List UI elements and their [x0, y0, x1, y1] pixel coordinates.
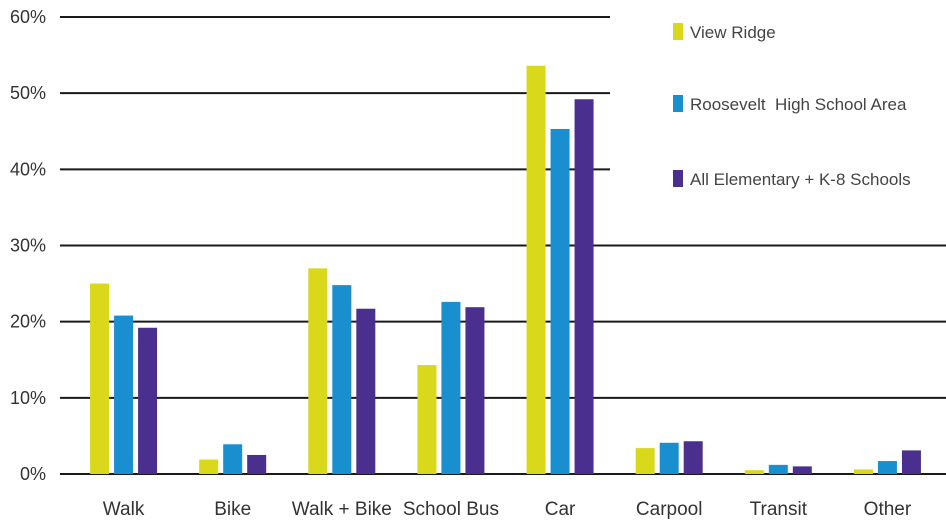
bar — [223, 444, 243, 474]
bar — [465, 307, 485, 474]
x-category-label: Walk — [103, 499, 145, 520]
legend-swatch — [673, 23, 683, 40]
bars — [90, 65, 921, 474]
bar — [659, 442, 679, 474]
x-category-label: Walk + Bike — [292, 499, 392, 520]
bar — [526, 65, 546, 474]
bar — [247, 454, 267, 474]
bar — [550, 128, 570, 474]
x-category-label: Carpool — [636, 499, 703, 520]
y-tick-label: 0% — [20, 464, 46, 484]
bar — [877, 461, 897, 474]
x-category-label: Bike — [214, 499, 251, 520]
bar — [114, 315, 134, 474]
bar — [744, 470, 764, 474]
bar — [574, 99, 594, 474]
bar — [356, 308, 376, 474]
legend-swatch — [673, 95, 683, 112]
gridlines — [60, 16, 946, 475]
bar — [332, 285, 352, 474]
bar — [683, 441, 703, 474]
x-axis-labels: Walk Bike Walk + Bike School Bus Car Carpool T… — [103, 499, 912, 520]
legend-label: Roosevelt High School Area — [690, 95, 907, 114]
y-tick-label: 30% — [10, 236, 46, 256]
y-tick-label: 10% — [10, 388, 46, 408]
y-tick-label: 40% — [10, 159, 46, 179]
bar — [853, 469, 873, 474]
legend-swatch — [673, 170, 683, 187]
bar — [199, 459, 219, 474]
bar — [417, 365, 437, 474]
bar — [441, 301, 461, 474]
legend: View Ridge Roosevelt High School Area All … — [673, 23, 911, 189]
x-category-label: School Bus — [403, 499, 499, 520]
bar — [792, 466, 812, 474]
bar — [90, 283, 110, 474]
y-tick-label: 20% — [10, 312, 46, 332]
y-axis-ticks: 0% 10% 20% 30% 40% 50% 60% — [10, 7, 46, 484]
bar — [308, 268, 328, 474]
x-category-label: Transit — [750, 499, 808, 520]
legend-label: All Elementary + K-8 Schools — [690, 170, 911, 189]
legend-label: View Ridge — [690, 23, 776, 42]
bar — [901, 450, 921, 474]
bar — [635, 448, 655, 474]
bar — [138, 327, 158, 474]
bar — [768, 464, 788, 474]
x-category-label: Other — [864, 499, 912, 520]
y-tick-label: 50% — [10, 83, 46, 103]
y-tick-label: 60% — [10, 7, 46, 27]
x-category-label: Car — [545, 499, 576, 520]
